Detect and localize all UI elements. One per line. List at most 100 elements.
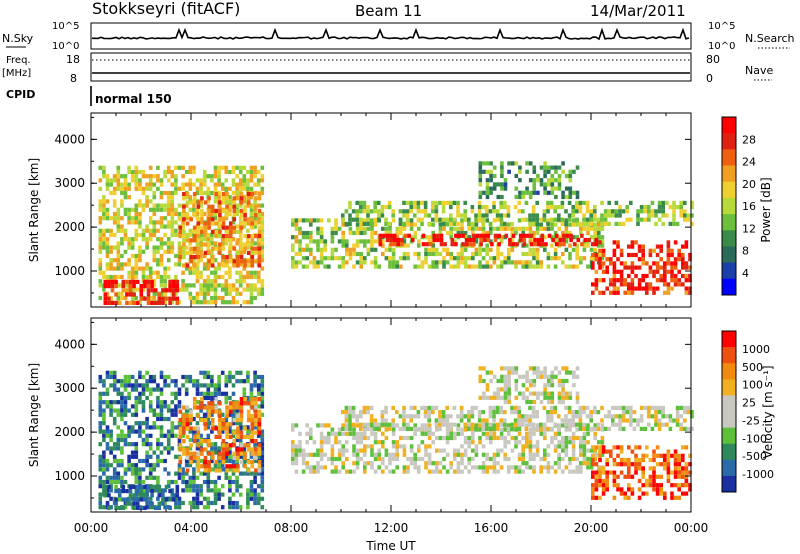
- echo-cell: [202, 266, 207, 271]
- echo-cell: [618, 221, 622, 226]
- echo-cell: [482, 237, 487, 243]
- echo-cell: [497, 242, 501, 247]
- echo-cell: [175, 484, 180, 489]
- echo-cell: [213, 387, 218, 392]
- echo-cell: [207, 250, 211, 255]
- velocity-heatmap: [98, 366, 694, 510]
- echo-cell: [123, 249, 128, 254]
- echo-cell: [654, 213, 658, 218]
- echo-cell: [557, 178, 562, 183]
- echo-cell: [260, 266, 265, 271]
- echo-cell: [489, 239, 493, 244]
- echo-cell: [420, 221, 424, 226]
- echo-cell: [391, 256, 396, 261]
- echo-cell: [518, 178, 522, 183]
- echo-cell: [218, 468, 222, 473]
- echo-cell: [496, 395, 501, 400]
- echo-cell: [568, 173, 573, 179]
- echo-cell: [189, 426, 193, 431]
- echo-cell: [578, 405, 583, 410]
- echo-cell: [482, 391, 486, 396]
- echo-cell: [109, 274, 113, 280]
- echo-cell: [521, 230, 525, 236]
- echo-cell: [291, 456, 295, 462]
- echo-cell: [665, 213, 669, 218]
- echo-cell: [337, 427, 342, 432]
- echo-cell: [598, 445, 602, 450]
- echo-cell: [138, 300, 142, 305]
- echo-cell: [639, 405, 644, 410]
- echo-cell: [459, 414, 464, 419]
- echo-cell: [409, 209, 413, 214]
- echo-cell: [214, 460, 219, 465]
- echo-cell: [156, 165, 160, 170]
- echo-cell: [684, 474, 689, 479]
- echo-cell: [210, 178, 214, 183]
- echo-cell: [225, 430, 229, 435]
- echo-cell: [499, 235, 504, 240]
- echo-cell: [363, 461, 367, 466]
- echo-cell: [103, 296, 108, 301]
- echo-cell: [589, 247, 594, 252]
- echo-cell: [600, 418, 604, 423]
- echo-cell: [254, 430, 258, 435]
- echo-cell: [348, 226, 353, 231]
- echo-cell: [220, 505, 225, 510]
- echo-cell: [481, 410, 485, 415]
- echo-cell: [156, 425, 160, 430]
- echo-cell: [470, 426, 475, 431]
- echo-cell: [246, 500, 250, 506]
- echo-cell: [481, 452, 486, 457]
- echo-cell: [116, 274, 121, 280]
- echo-cell: [257, 443, 262, 448]
- echo-cell: [231, 383, 236, 388]
- echo-cell: [409, 448, 414, 453]
- echo-cell: [260, 245, 265, 250]
- echo-cell: [528, 378, 533, 384]
- echo-cell: [471, 264, 475, 269]
- echo-cell: [225, 229, 229, 234]
- echo-cell: [319, 226, 324, 231]
- echo-cell: [477, 418, 482, 423]
- echo-cell: [684, 445, 689, 450]
- echo-cell: [170, 195, 175, 200]
- echo-cell: [102, 199, 106, 204]
- echo-cell: [402, 414, 406, 419]
- echo-cell: [417, 444, 421, 449]
- echo-cell: [439, 242, 444, 247]
- echo-cell: [673, 265, 678, 270]
- echo-cell: [355, 243, 360, 248]
- echo-cell: [235, 182, 239, 187]
- echo-cell: [166, 471, 171, 476]
- echo-cell: [438, 461, 443, 466]
- echo-cell: [582, 431, 587, 436]
- echo-cell: [575, 422, 579, 427]
- echo-cell: [591, 265, 595, 270]
- echo-cell: [130, 404, 135, 409]
- echo-cell: [192, 484, 196, 489]
- echo-cell: [294, 448, 299, 453]
- echo-cell: [112, 442, 117, 447]
- echo-cell: [319, 452, 324, 457]
- echo-cell: [123, 505, 128, 510]
- echo-cell: [492, 435, 497, 441]
- echo-cell: [239, 418, 244, 423]
- echo-cell: [391, 209, 395, 214]
- echo-cell: [199, 383, 203, 388]
- echo-cell: [156, 249, 160, 254]
- echo-cell: [246, 429, 250, 434]
- echo-cell: [514, 161, 519, 166]
- echo-cell: [192, 379, 196, 384]
- echo-cell: [688, 453, 692, 458]
- echo-cell: [157, 292, 162, 297]
- echo-cell: [663, 495, 667, 500]
- echo-cell: [107, 493, 111, 498]
- echo-cell: [238, 165, 243, 170]
- echo-cell: [260, 471, 265, 476]
- echo-cell: [348, 205, 352, 210]
- echo-cell: [677, 269, 681, 274]
- echo-cell: [402, 444, 407, 449]
- echo-cell: [236, 259, 240, 264]
- echo-cell: [492, 200, 496, 205]
